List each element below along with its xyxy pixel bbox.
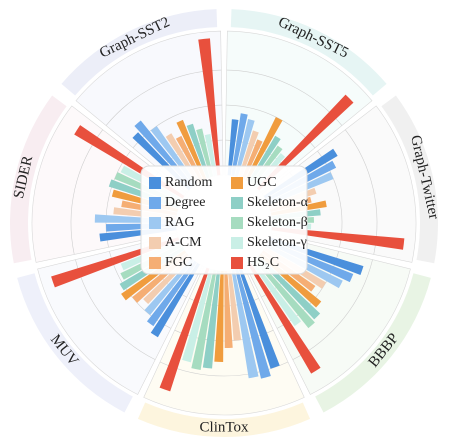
bar (238, 267, 280, 369)
label-band (230, 9, 387, 96)
bar (227, 270, 242, 341)
bar (198, 38, 221, 176)
bar (251, 260, 302, 327)
legend-swatch (149, 177, 161, 189)
bar (186, 123, 210, 179)
bar (202, 270, 221, 369)
label-band (381, 95, 438, 264)
bar (196, 128, 214, 178)
legend-box (140, 165, 308, 275)
bar (235, 268, 271, 379)
legend-label: Random (165, 175, 213, 190)
legend-swatch (231, 197, 243, 209)
label-band (17, 273, 133, 413)
bar (224, 270, 233, 348)
legend-swatch (231, 237, 243, 249)
legend-label: RAG (165, 215, 195, 230)
legend-swatch (231, 177, 243, 189)
legend-swatch (149, 217, 161, 229)
legend-swatch (231, 217, 243, 229)
bar (248, 262, 321, 374)
legend-label: Skeleton-β (247, 215, 308, 230)
bar (231, 113, 248, 177)
label-band (137, 402, 311, 437)
legend-label: HS₂C (247, 255, 279, 270)
legend-label: Degree (165, 195, 205, 210)
label-band (315, 273, 431, 413)
legend-label: Skeleton-α (247, 195, 309, 210)
bar (191, 269, 217, 370)
legend-label: FGC (165, 255, 192, 270)
bar (234, 118, 255, 178)
group-label: ClinTox (200, 419, 249, 435)
bar (176, 119, 207, 180)
bar (159, 267, 210, 392)
legend-swatch (231, 257, 243, 269)
legend-label: Skeleton-γ (247, 235, 307, 250)
bar (150, 262, 200, 338)
legend-swatch (149, 257, 161, 269)
bar (182, 268, 213, 363)
bar (245, 116, 283, 182)
legend-label: A-CM (165, 235, 202, 250)
legend-swatch (149, 237, 161, 249)
label-band (61, 9, 218, 96)
legend-swatch (149, 197, 161, 209)
bar (214, 270, 224, 362)
bar (146, 260, 197, 327)
legend-label: UGC (247, 175, 277, 190)
bar (254, 258, 315, 329)
bar (227, 119, 239, 176)
bar (231, 269, 259, 379)
label-band (10, 95, 67, 264)
